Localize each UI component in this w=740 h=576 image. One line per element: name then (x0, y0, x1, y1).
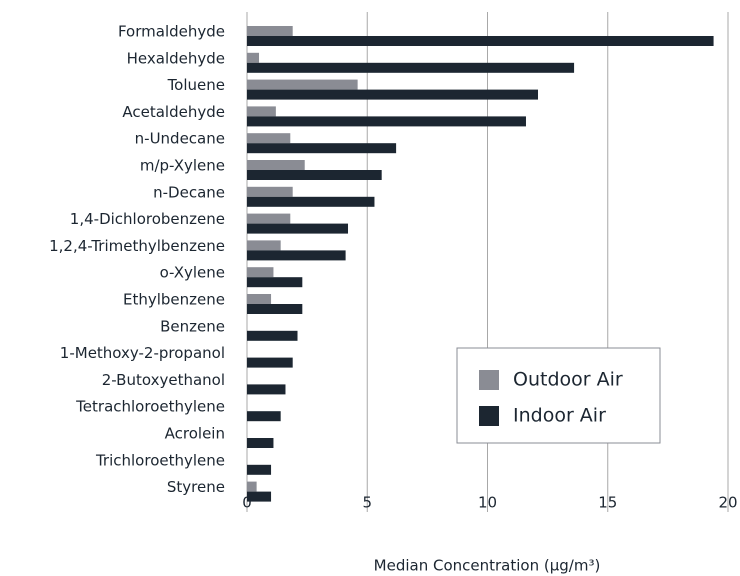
bar (247, 240, 281, 251)
bar (247, 62, 575, 73)
y-tick-label: o-Xylene (160, 264, 225, 282)
y-tick-label: Formaldehyde (118, 23, 225, 41)
bar (247, 491, 272, 502)
y-tick-label: 2-Butoxyethanol (102, 371, 225, 389)
bar (247, 160, 305, 170)
y-tick-label: Acetaldehyde (122, 103, 225, 121)
bar (247, 277, 303, 288)
legend-label: Indoor Air (513, 405, 606, 427)
bar (247, 330, 298, 341)
y-tick-label: Toluene (167, 76, 225, 94)
bar (247, 411, 281, 422)
bar (247, 223, 349, 234)
legend-label: Outdoor Air (513, 369, 623, 391)
y-tick-label: n-Undecane (135, 130, 225, 148)
x-tick-label: 5 (362, 494, 372, 512)
legend-box (456, 347, 661, 444)
legend-swatch (479, 370, 499, 390)
bar (247, 116, 526, 127)
x-tick-label: 0 (242, 494, 252, 512)
bar (247, 294, 272, 304)
bar (247, 36, 714, 46)
x-tick-label: 15 (598, 494, 617, 512)
y-tick-label: Benzene (160, 317, 225, 335)
bar (247, 250, 346, 261)
bar (247, 26, 293, 36)
x-tick-label: 20 (718, 494, 737, 512)
bar (247, 464, 272, 475)
y-tick-label: m/p-Xylene (140, 157, 225, 175)
y-tick-label: Tetrachloroethylene (75, 398, 225, 416)
bar (247, 481, 257, 492)
bar (247, 143, 397, 154)
y-tick-label: n-Decane (153, 183, 225, 201)
y-tick-label: Ethylbenzene (123, 291, 225, 309)
x-axis-label: Median Concentration (µg/m³) (374, 557, 601, 575)
y-tick-label: Trichloroethylene (95, 451, 225, 469)
x-tick-label: 10 (478, 494, 497, 512)
y-tick-label: 1,4-Dichlorobenzene (70, 210, 225, 228)
bar (247, 384, 286, 395)
y-tick-label: Styrene (167, 478, 225, 496)
bar (247, 79, 358, 90)
bar (247, 438, 274, 448)
y-tick-label: 1,2,4-Trimethylbenzene (49, 237, 225, 255)
bar (247, 304, 303, 314)
y-tick-label: Acrolein (165, 425, 225, 443)
bar (247, 89, 539, 100)
bar (247, 186, 293, 197)
bar (247, 267, 274, 278)
bar (247, 106, 276, 117)
legend-swatch (479, 406, 499, 426)
bar (247, 52, 260, 63)
bar (247, 170, 382, 180)
y-tick-label: 1-Methoxy-2-propanol (60, 344, 225, 362)
y-tick-label: Hexaldehyde (127, 49, 225, 67)
bar (247, 213, 291, 224)
bar (247, 133, 291, 144)
bar (247, 196, 375, 207)
bar (247, 357, 293, 368)
